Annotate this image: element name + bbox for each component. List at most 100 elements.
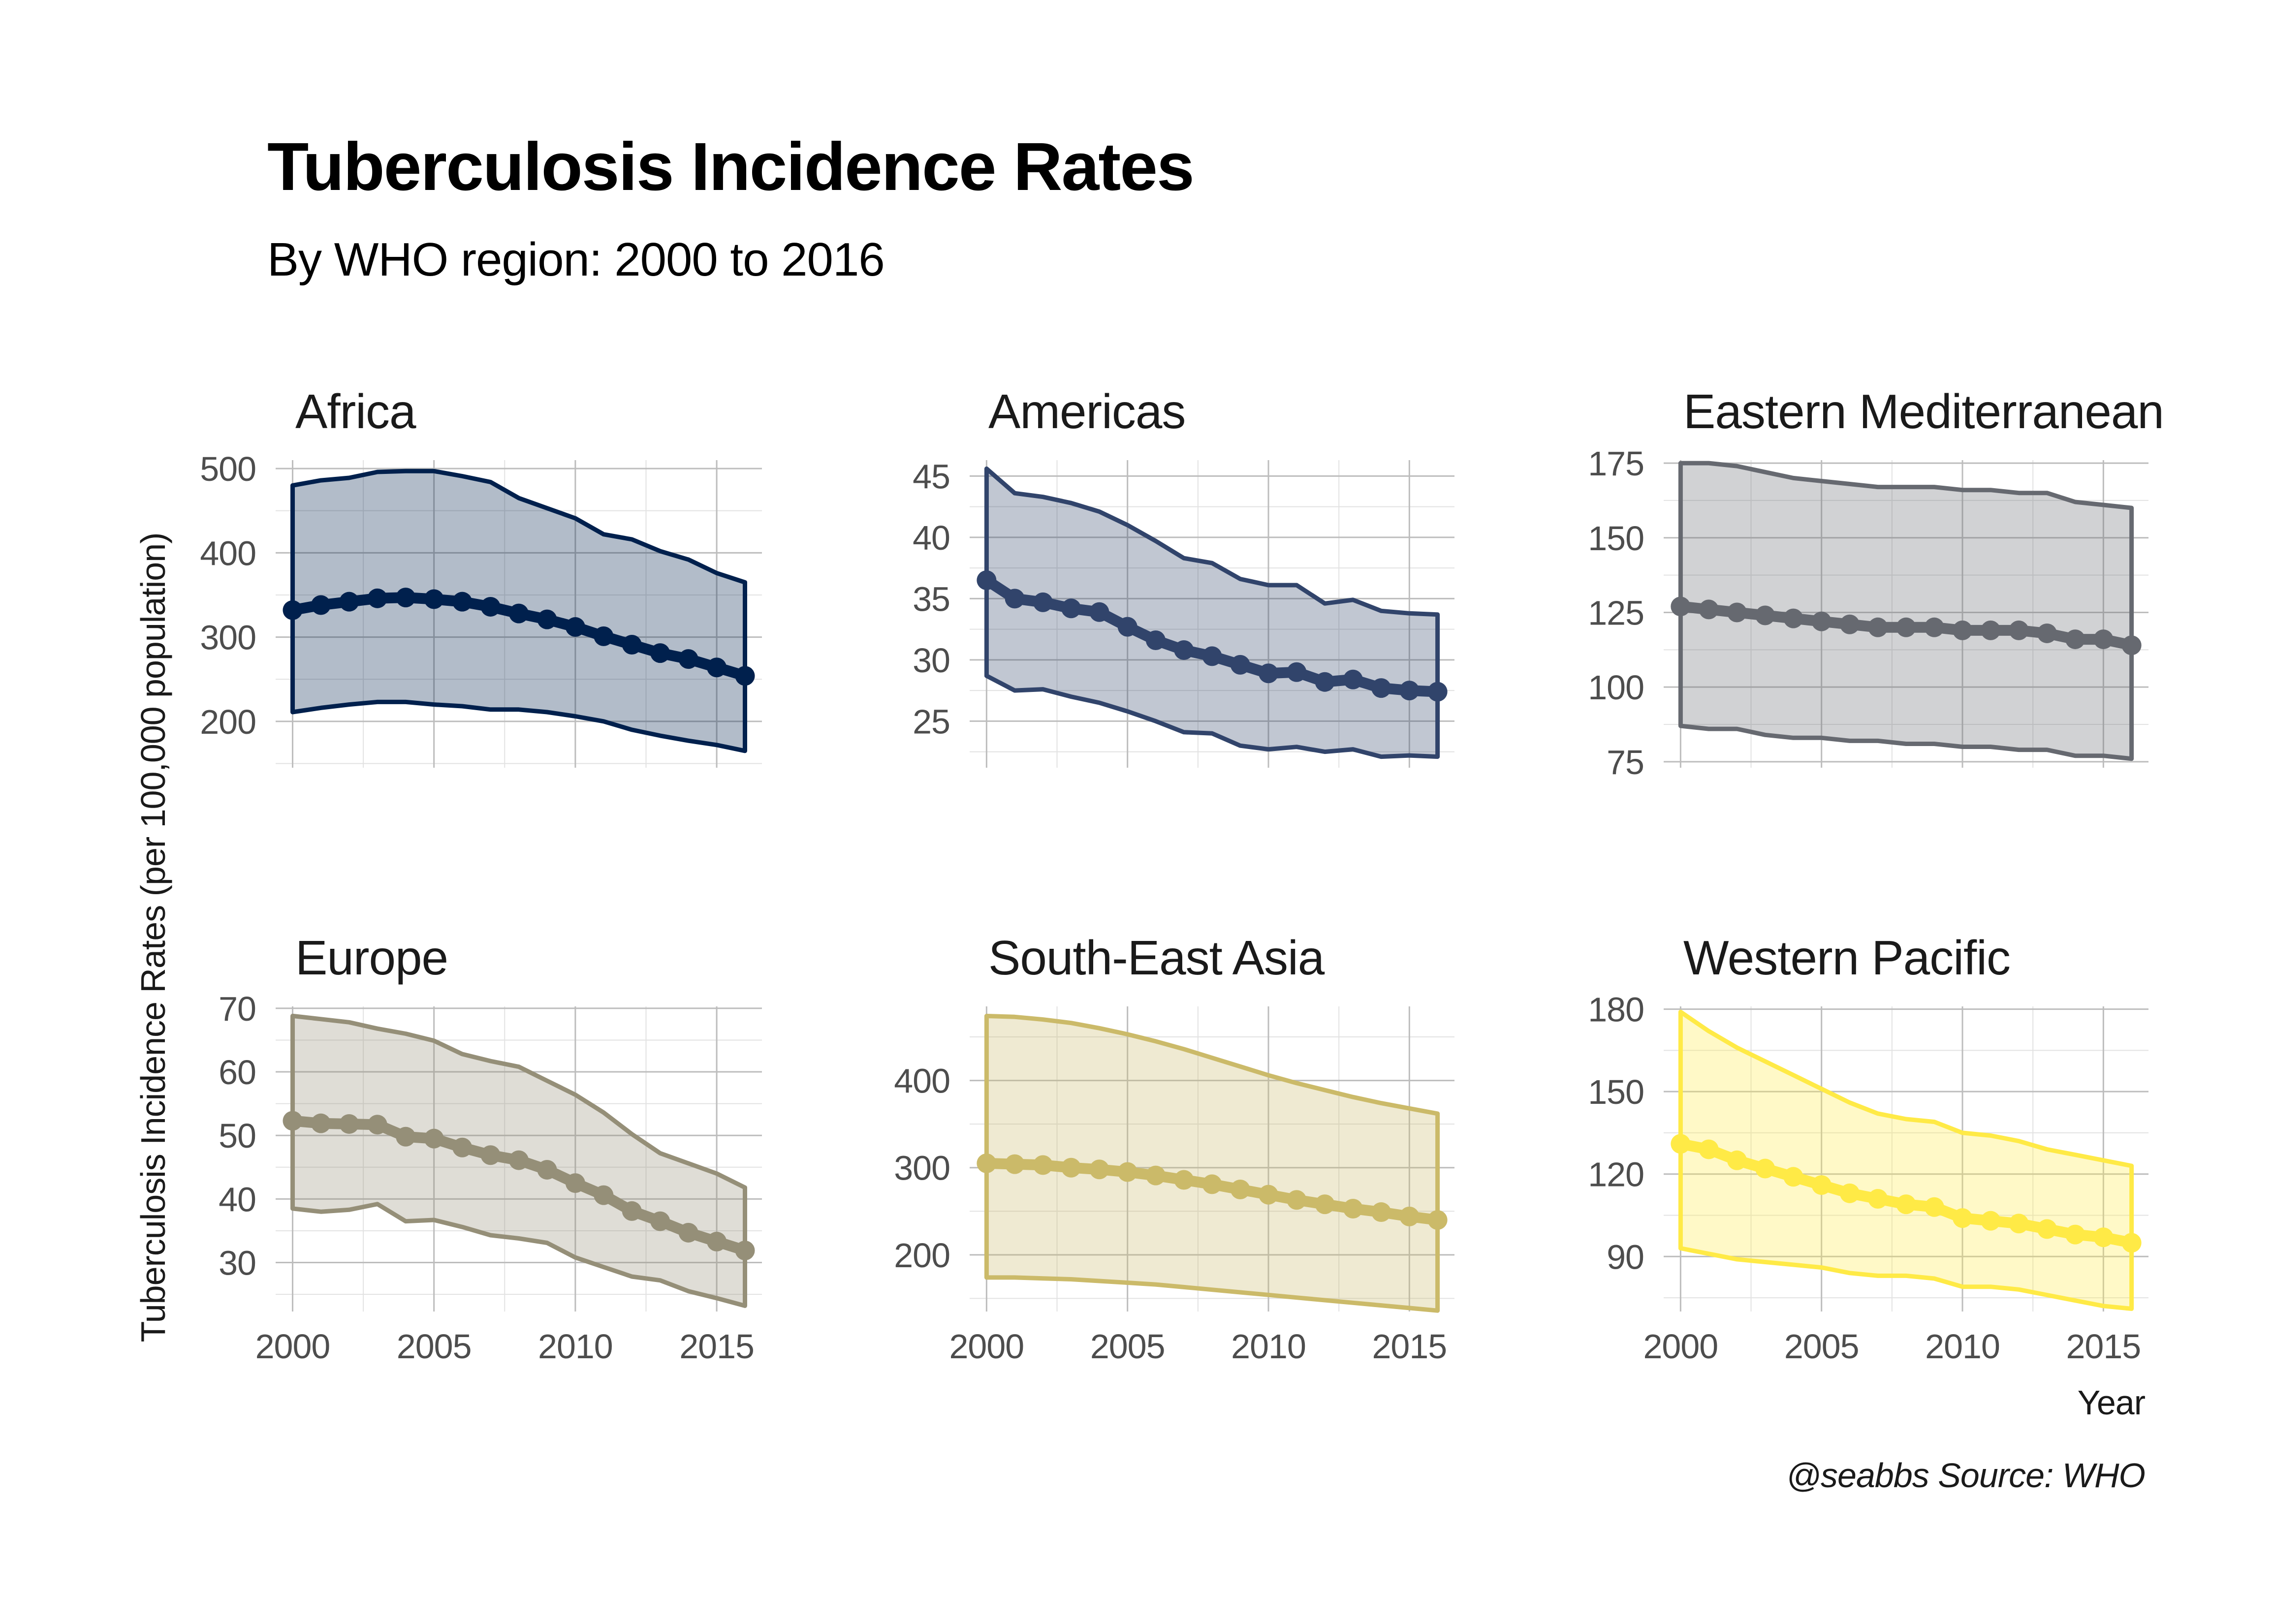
panel-title: Europe — [295, 931, 448, 985]
data-point — [1839, 1183, 1860, 1203]
data-point — [537, 609, 557, 629]
data-point — [1371, 1202, 1391, 1222]
uncertainty-ribbon — [984, 1014, 1440, 1313]
x-axis-label: Year — [2078, 1383, 2146, 1422]
y-tick-label: 60 — [219, 1053, 256, 1092]
data-point — [1868, 1188, 1888, 1209]
data-point — [1117, 1162, 1137, 1182]
data-point — [424, 589, 444, 609]
data-point — [2037, 623, 2057, 643]
y-tick-label: 175 — [1588, 444, 1644, 483]
y-axis-label: Tuberculosis Incidence Rates (per 100,00… — [134, 533, 172, 1343]
y-tick-label: 500 — [200, 450, 256, 488]
y-tick-label: 200 — [200, 703, 256, 741]
y-tick-label: 40 — [219, 1180, 256, 1218]
x-tick-label: 2005 — [1784, 1327, 1859, 1366]
data-point — [977, 1153, 997, 1173]
chart-caption: @seabbs Source: WHO — [1786, 1456, 2145, 1495]
data-point — [1089, 602, 1109, 622]
data-point — [1315, 1194, 1335, 1215]
data-point — [1033, 592, 1053, 612]
data-point — [311, 595, 331, 615]
data-point — [1315, 672, 1335, 692]
y-tick-label: 70 — [219, 990, 256, 1028]
data-point — [1371, 678, 1391, 698]
x-tick-label: 2000 — [949, 1327, 1024, 1366]
panel-2: Eastern Mediterranean 75 100 125 150 175 — [1588, 384, 2164, 781]
panel-title: Eastern Mediterranean — [1683, 384, 2164, 438]
y-tick-label: 300 — [200, 619, 256, 657]
data-point — [1174, 640, 1194, 660]
data-point — [1839, 614, 1860, 634]
panel-1: Americas 25 30 35 40 45 — [913, 384, 1454, 768]
data-point — [735, 666, 755, 686]
data-point — [2009, 1214, 2029, 1234]
x-tick-label: 2015 — [679, 1327, 754, 1366]
panels: Africa 200 300 400 500 Americas 25 30 35 40 45 East… — [200, 384, 2164, 1366]
data-point — [594, 1185, 614, 1205]
data-point — [594, 626, 614, 646]
data-point — [396, 1126, 416, 1147]
data-point — [1671, 1134, 1691, 1154]
data-point — [2065, 629, 2085, 650]
data-point — [1811, 611, 1832, 631]
x-tick-label: 2010 — [1925, 1327, 2000, 1366]
data-point — [1727, 602, 1747, 623]
panel-title: Africa — [295, 384, 416, 438]
x-tick-label: 2005 — [397, 1327, 472, 1366]
data-point — [1755, 605, 1775, 625]
data-point — [650, 643, 670, 663]
data-point — [1868, 617, 1888, 637]
panel-4: South-East Asia 200 300 400 2000 2005 2010 2015 — [894, 931, 1454, 1366]
data-point — [1145, 1165, 1166, 1186]
x-tick-label: 2010 — [538, 1327, 613, 1366]
data-point — [396, 588, 416, 608]
data-point — [1230, 655, 1250, 675]
panel-5: Western Pacific 90 120 150 180 2000 2005 2010 20… — [1588, 931, 2148, 1366]
data-point — [480, 1145, 501, 1165]
data-point — [1699, 1139, 1719, 1159]
data-point — [1033, 1155, 1053, 1175]
data-point — [339, 1114, 359, 1134]
data-point — [977, 570, 997, 591]
data-point — [707, 657, 727, 678]
panel-title: Americas — [988, 384, 1185, 438]
panel-3: Europe 30 40 50 60 70 2000 2005 2010 2015 — [219, 931, 762, 1366]
data-point — [565, 617, 585, 637]
y-tick-label: 150 — [1588, 1073, 1644, 1111]
data-point — [1259, 1185, 1279, 1205]
y-tick-label: 45 — [913, 457, 950, 496]
data-point — [367, 1115, 387, 1135]
data-point — [1427, 682, 1448, 702]
y-tick-label: 125 — [1588, 593, 1644, 632]
data-point — [1953, 620, 1973, 640]
y-tick-label: 50 — [219, 1117, 256, 1155]
data-point — [1981, 620, 2001, 640]
y-tick-label: 180 — [1588, 991, 1644, 1029]
y-tick-label: 35 — [913, 580, 950, 618]
data-point — [1399, 681, 1420, 701]
data-point — [1202, 1174, 1222, 1194]
data-point — [565, 1173, 585, 1193]
data-point — [1699, 599, 1719, 620]
y-tick-label: 40 — [913, 519, 950, 557]
data-point — [1924, 617, 1944, 637]
panel-0: Africa 200 300 400 500 — [200, 384, 762, 768]
x-tick-label: 2000 — [255, 1327, 330, 1366]
data-point — [480, 596, 501, 617]
x-tick-label: 2005 — [1090, 1327, 1165, 1366]
data-point — [622, 635, 642, 655]
data-point — [339, 592, 359, 612]
data-point — [283, 1111, 303, 1131]
data-point — [1343, 669, 1363, 689]
data-point — [452, 592, 473, 612]
data-point — [1399, 1206, 1420, 1226]
data-point — [1061, 1157, 1081, 1178]
data-point — [2009, 620, 2029, 640]
data-point — [1005, 1154, 1025, 1174]
x-tick-label: 2010 — [1231, 1327, 1306, 1366]
data-point — [1005, 589, 1025, 609]
data-point — [311, 1113, 331, 1133]
